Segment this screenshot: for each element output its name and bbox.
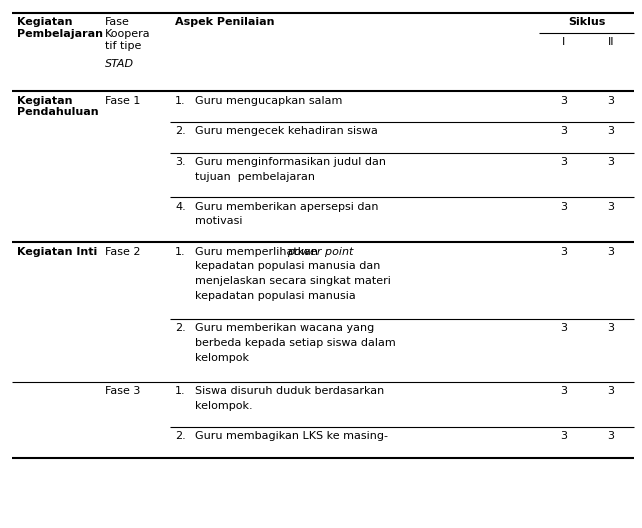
Text: kepadatan populasi manusia dan: kepadatan populasi manusia dan xyxy=(195,261,380,271)
Text: Fase 3: Fase 3 xyxy=(105,386,140,397)
Text: 4.: 4. xyxy=(175,202,186,212)
Text: kepadatan populasi manusia: kepadatan populasi manusia xyxy=(195,291,355,301)
Text: 3: 3 xyxy=(560,202,567,212)
Text: berbeda kepada setiap siswa dalam: berbeda kepada setiap siswa dalam xyxy=(195,338,395,348)
Text: Kegiatan
Pendahuluan: Kegiatan Pendahuluan xyxy=(17,96,98,117)
Text: 2.: 2. xyxy=(175,126,186,136)
Text: Fase 2: Fase 2 xyxy=(105,247,140,257)
Text: Kegiatan
Pembelajaran: Kegiatan Pembelajaran xyxy=(17,17,103,39)
Text: Fase 1: Fase 1 xyxy=(105,96,140,106)
Text: 3: 3 xyxy=(607,386,614,397)
Text: 1.: 1. xyxy=(175,386,186,397)
Text: Guru memberikan wacana yang: Guru memberikan wacana yang xyxy=(195,323,374,333)
Text: 1.: 1. xyxy=(175,247,186,257)
Text: 3: 3 xyxy=(560,431,567,441)
Text: Aspek Penilaian: Aspek Penilaian xyxy=(175,17,275,27)
Text: 3.: 3. xyxy=(175,157,186,167)
Text: 2.: 2. xyxy=(175,431,186,441)
Text: Siswa disuruh duduk berdasarkan: Siswa disuruh duduk berdasarkan xyxy=(195,386,384,397)
Text: 3: 3 xyxy=(560,323,567,333)
Text: 1.: 1. xyxy=(175,96,186,106)
Text: Fase
Koopera
tif tipe: Fase Koopera tif tipe xyxy=(105,17,150,51)
Text: 3: 3 xyxy=(560,126,567,136)
Text: Guru memberikan apersepsi dan: Guru memberikan apersepsi dan xyxy=(195,202,378,212)
Text: 3: 3 xyxy=(560,386,567,397)
Text: Guru mengecek kehadiran siswa: Guru mengecek kehadiran siswa xyxy=(195,126,377,136)
Text: Kegiatan Inti: Kegiatan Inti xyxy=(17,247,97,257)
Text: STAD: STAD xyxy=(105,59,134,69)
Text: 3: 3 xyxy=(607,323,614,333)
Text: kelompok.: kelompok. xyxy=(195,401,252,411)
Text: 3: 3 xyxy=(560,247,567,257)
Text: 3: 3 xyxy=(607,202,614,212)
Text: 2.: 2. xyxy=(175,323,186,333)
Text: 3: 3 xyxy=(560,96,567,106)
Text: motivasi: motivasi xyxy=(195,216,242,227)
Text: II: II xyxy=(607,37,614,48)
Text: power point: power point xyxy=(287,247,353,257)
Text: 3: 3 xyxy=(607,126,614,136)
Text: Guru membagikan LKS ke masing-: Guru membagikan LKS ke masing- xyxy=(195,431,388,441)
Text: 3: 3 xyxy=(560,157,567,167)
Text: Siklus: Siklus xyxy=(568,17,605,27)
Text: menjelaskan secara singkat materi: menjelaskan secara singkat materi xyxy=(195,276,390,286)
Text: Guru memperlihatkan: Guru memperlihatkan xyxy=(195,247,321,257)
Text: I: I xyxy=(562,37,565,48)
Text: Guru mengucapkan salam: Guru mengucapkan salam xyxy=(195,96,342,106)
Text: 3: 3 xyxy=(607,431,614,441)
Text: 3: 3 xyxy=(607,96,614,106)
Text: Guru menginformasikan judul dan: Guru menginformasikan judul dan xyxy=(195,157,386,167)
Text: tujuan  pembelajaran: tujuan pembelajaran xyxy=(195,172,315,182)
Text: 3: 3 xyxy=(607,247,614,257)
Text: 3: 3 xyxy=(607,157,614,167)
Text: kelompok: kelompok xyxy=(195,353,248,363)
